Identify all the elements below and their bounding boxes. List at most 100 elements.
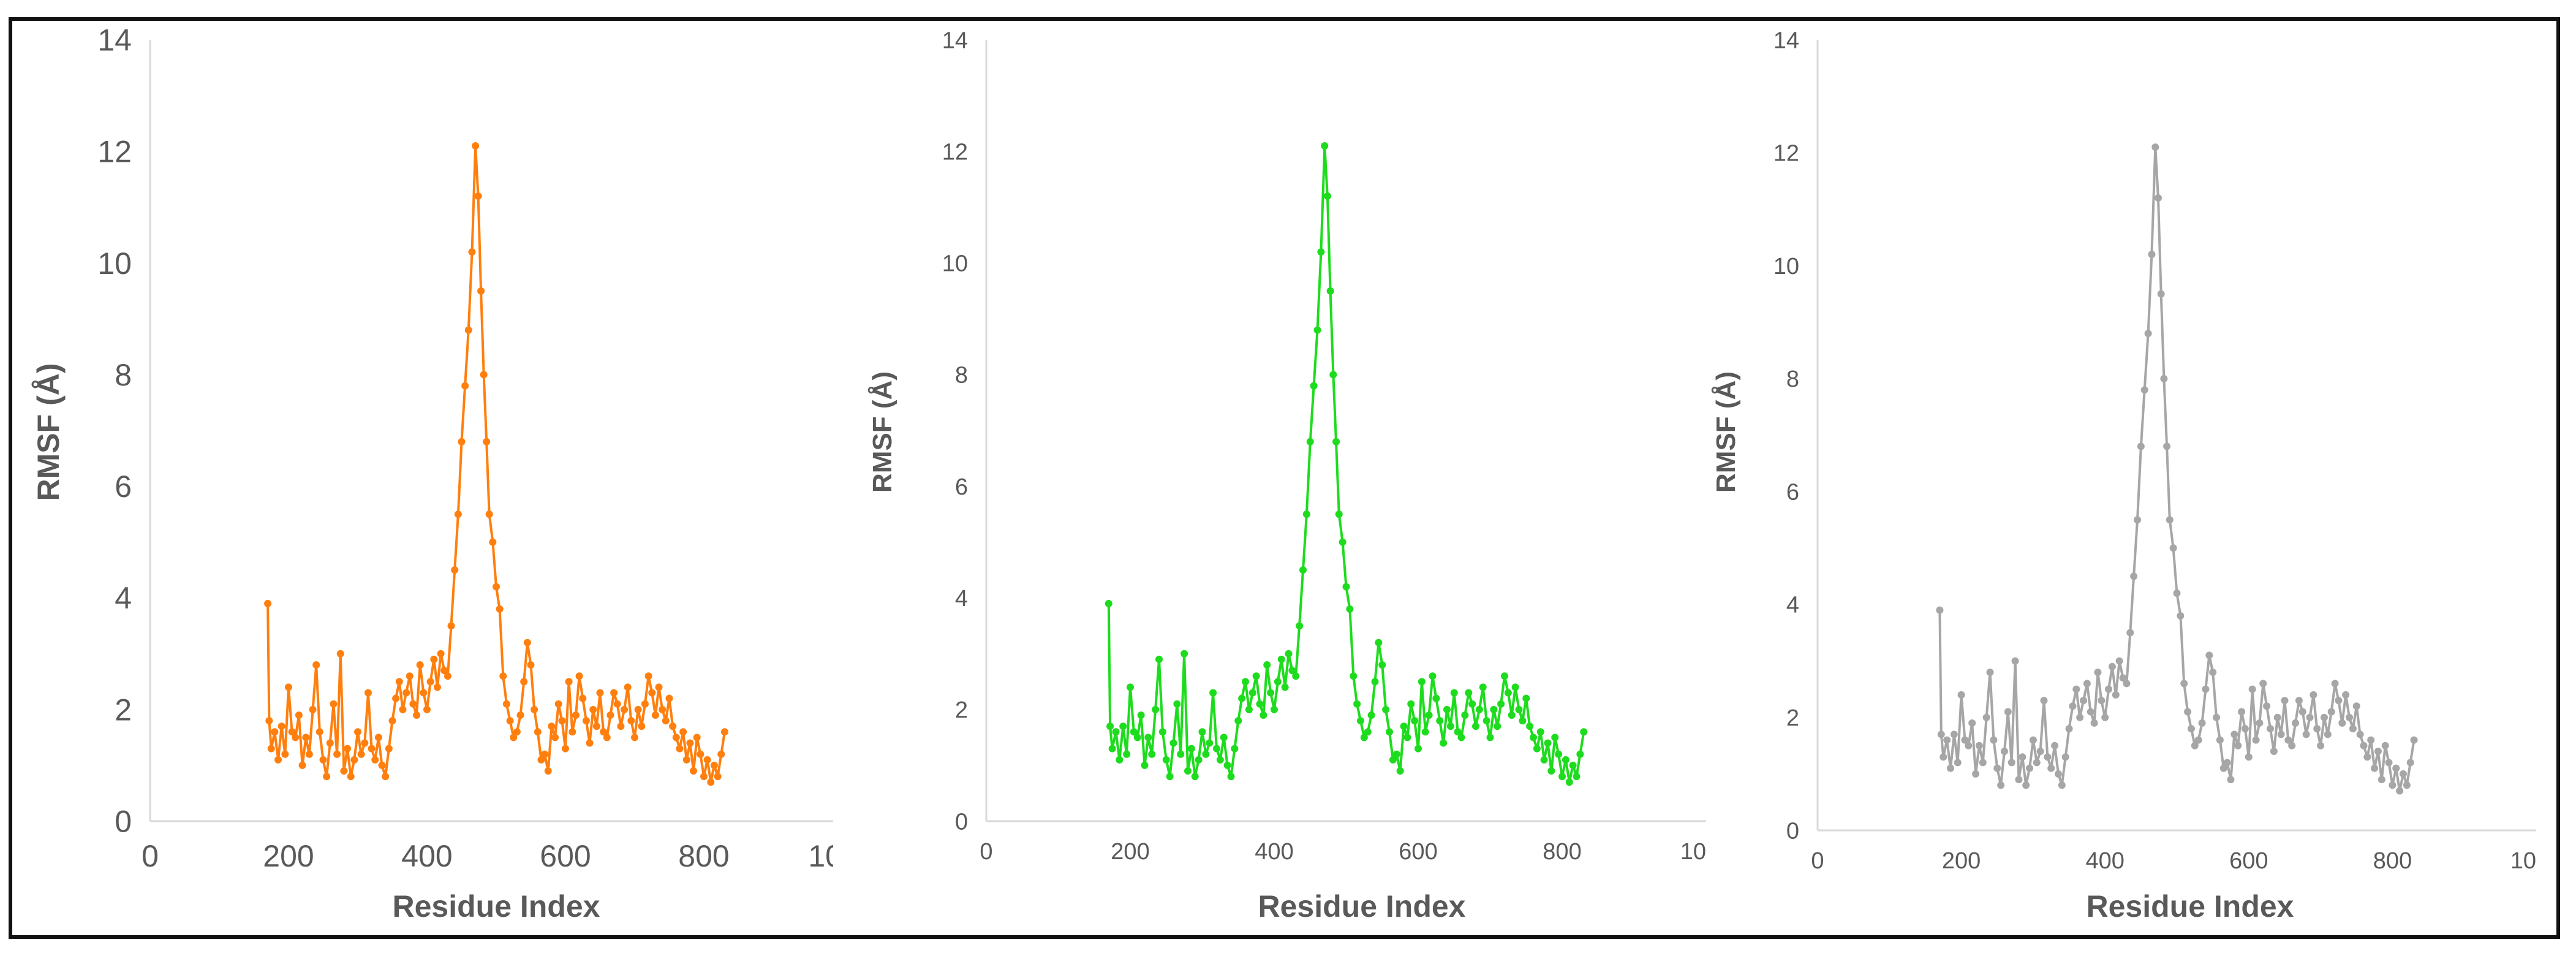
data-point [477, 287, 485, 295]
data-point [1436, 717, 1444, 725]
data-point [2202, 685, 2210, 693]
data-point [1382, 705, 1390, 713]
data-point [2019, 753, 2026, 761]
x-tick-label: 1000 [808, 839, 833, 873]
data-point [1285, 650, 1293, 658]
data-point [537, 756, 545, 764]
y-axis-label: RMSF (Å) [867, 371, 897, 493]
data-point [1386, 728, 1393, 736]
x-axis-label: Residue Index [2087, 889, 2294, 924]
data-point [582, 717, 590, 725]
data-point [1162, 756, 1170, 764]
y-tick-label: 12 [1773, 141, 1799, 167]
x-tick-label: 800 [678, 839, 729, 873]
data-point [1965, 742, 1973, 749]
data-point [2241, 725, 2249, 733]
y-tick-label: 0 [1786, 818, 1799, 844]
data-point [1392, 750, 1400, 758]
data-point [2346, 713, 2354, 721]
data-point [1494, 723, 1501, 730]
data-point [1558, 773, 1566, 781]
data-point [2022, 781, 2030, 789]
data-point [2374, 748, 2382, 755]
data-point [2392, 764, 2400, 772]
data-point [2306, 713, 2314, 721]
data-point [440, 667, 448, 675]
data-point [2284, 736, 2292, 744]
data-point [575, 672, 583, 680]
data-point [2036, 748, 2044, 755]
data-point [447, 622, 455, 630]
data-point [2256, 719, 2264, 727]
data-point [1522, 694, 1530, 702]
x-tick-label: 0 [142, 839, 159, 873]
data-point [1335, 510, 1343, 518]
data-point [1943, 736, 1951, 744]
data-point [1957, 691, 1965, 699]
data-point [1206, 739, 1214, 747]
data-point [2277, 730, 2285, 738]
data-point [406, 672, 414, 680]
data-point [1256, 700, 1264, 708]
data-point [1511, 683, 1519, 691]
x-axis-label: Residue Index [393, 889, 600, 924]
data-point [600, 728, 608, 736]
data-point [1544, 739, 1552, 747]
data-point [1565, 778, 1573, 786]
data-point [1123, 750, 1131, 758]
data-point [551, 734, 559, 742]
data-point [2406, 759, 2414, 767]
data-point [1982, 713, 1990, 721]
y-tick-label: 6 [955, 474, 968, 500]
data-point [461, 382, 469, 390]
data-point [326, 739, 334, 747]
y-axis-label: RMSF (Å) [31, 363, 66, 501]
chart-orange: 0 2 4 6 8 10 12 14 0 200 400 600 800 1000 Residue Ind… [31, 23, 833, 924]
data-point [2313, 725, 2321, 733]
data-point [2029, 736, 2037, 744]
data-point [1267, 689, 1275, 697]
data-point [464, 326, 472, 334]
data-point [2144, 330, 2152, 338]
data-point [430, 655, 438, 663]
data-point [624, 683, 632, 691]
data-point [2331, 680, 2339, 688]
x-tick-label: 0 [1811, 848, 1824, 874]
data-point [295, 711, 303, 719]
data-point [1353, 700, 1361, 708]
data-point [309, 705, 317, 713]
data-point [444, 672, 451, 680]
data-point [1180, 650, 1188, 658]
data-point [1155, 655, 1163, 663]
data-point [1231, 745, 1239, 753]
data-point [2371, 764, 2379, 772]
chart-gray: 0 2 4 6 8 10 12 14 0 200 400 600 800 1000 Residue Ind… [1711, 28, 2536, 924]
data-point [288, 728, 296, 736]
data-point [480, 371, 488, 379]
data-point [2180, 680, 2188, 688]
data-point [330, 700, 338, 708]
x-tick-label: 800 [2373, 848, 2412, 874]
axes: 0 2 4 6 8 10 12 14 0 200 400 600 800 1000 [97, 23, 833, 873]
data-point [1979, 759, 1987, 767]
data-point [468, 248, 476, 256]
data-point [1468, 700, 1476, 708]
data-point [2205, 651, 2213, 659]
data-point [333, 750, 341, 758]
data-point [2349, 725, 2357, 733]
data-point [1407, 700, 1415, 708]
data-point [2385, 759, 2393, 767]
data-point [388, 717, 396, 725]
data-point [1296, 622, 1304, 630]
data-point [2288, 742, 2296, 749]
data-point [2069, 702, 2077, 710]
data-point [1375, 639, 1383, 647]
data-point [361, 739, 369, 747]
data-point [2338, 719, 2346, 727]
data-point [2342, 691, 2350, 699]
y-tick-label: 2 [955, 697, 968, 723]
y-tick-label: 6 [1786, 479, 1799, 505]
data-point [1389, 756, 1397, 764]
data-point [1299, 566, 1307, 574]
data-point [1148, 750, 1156, 758]
